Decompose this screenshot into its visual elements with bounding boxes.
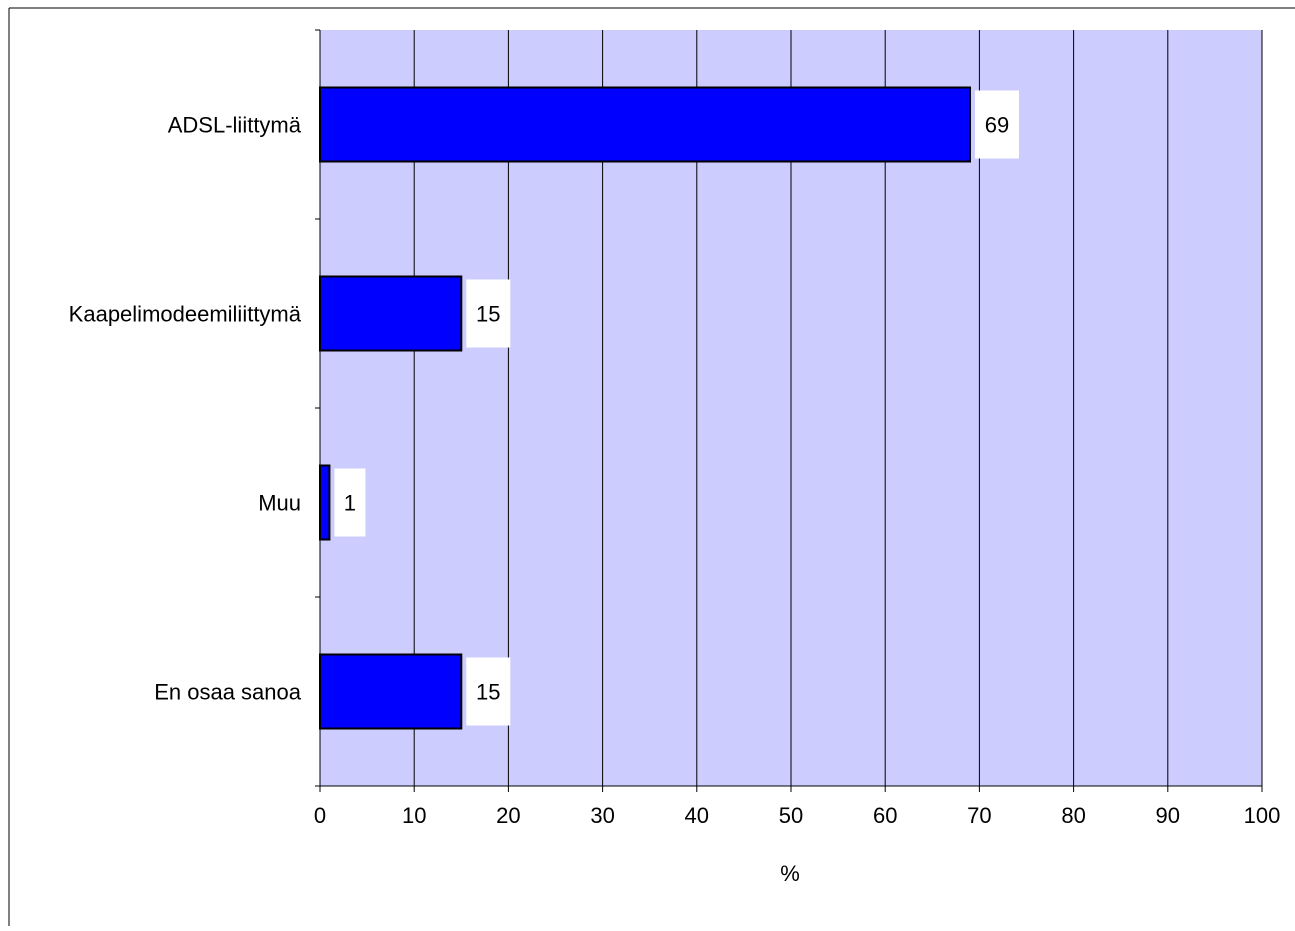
x-tick-label-90: 90 [1156,803,1180,828]
data-label-0: 69 [985,113,1009,138]
data-labels: 69 15 1 15 [334,90,1019,726]
x-tick-labels: 0 10 20 30 40 50 60 70 80 90 100 [314,803,1280,828]
x-tick-label-0: 0 [314,803,326,828]
x-axis-title: % [780,861,800,886]
x-tick-label-60: 60 [873,803,897,828]
bar-3 [319,653,463,730]
data-label-box-3 [466,657,511,726]
data-label-box-2 [334,468,366,537]
data-label-1: 15 [476,302,500,327]
x-tick-label-100: 100 [1244,803,1281,828]
bar-0 [319,86,971,163]
data-label-box-0 [974,90,1019,159]
x-tick-label-70: 70 [967,803,991,828]
x-tick-label-50: 50 [779,803,803,828]
axes [315,29,1263,792]
x-tick-label-40: 40 [685,803,709,828]
category-label-1: Kaapelimodeemiliittymä [69,302,302,327]
category-label-3: En osaa sanoa [154,680,302,705]
category-labels: ADSL-liittymä Kaapelimodeemiliittymä Muu En… [69,113,302,705]
data-label-box-1 [466,279,511,348]
x-tick-label-20: 20 [496,803,520,828]
x-tick-label-30: 30 [590,803,614,828]
bars [319,86,971,730]
category-label-0: ADSL-liittymä [168,113,302,138]
bar-2 [319,464,331,541]
data-label-2: 1 [344,491,356,516]
x-tick-label-80: 80 [1061,803,1085,828]
bar-1 [319,275,463,352]
category-label-2: Muu [258,491,301,516]
data-label-3: 15 [476,680,500,705]
x-tick-label-10: 10 [402,803,426,828]
